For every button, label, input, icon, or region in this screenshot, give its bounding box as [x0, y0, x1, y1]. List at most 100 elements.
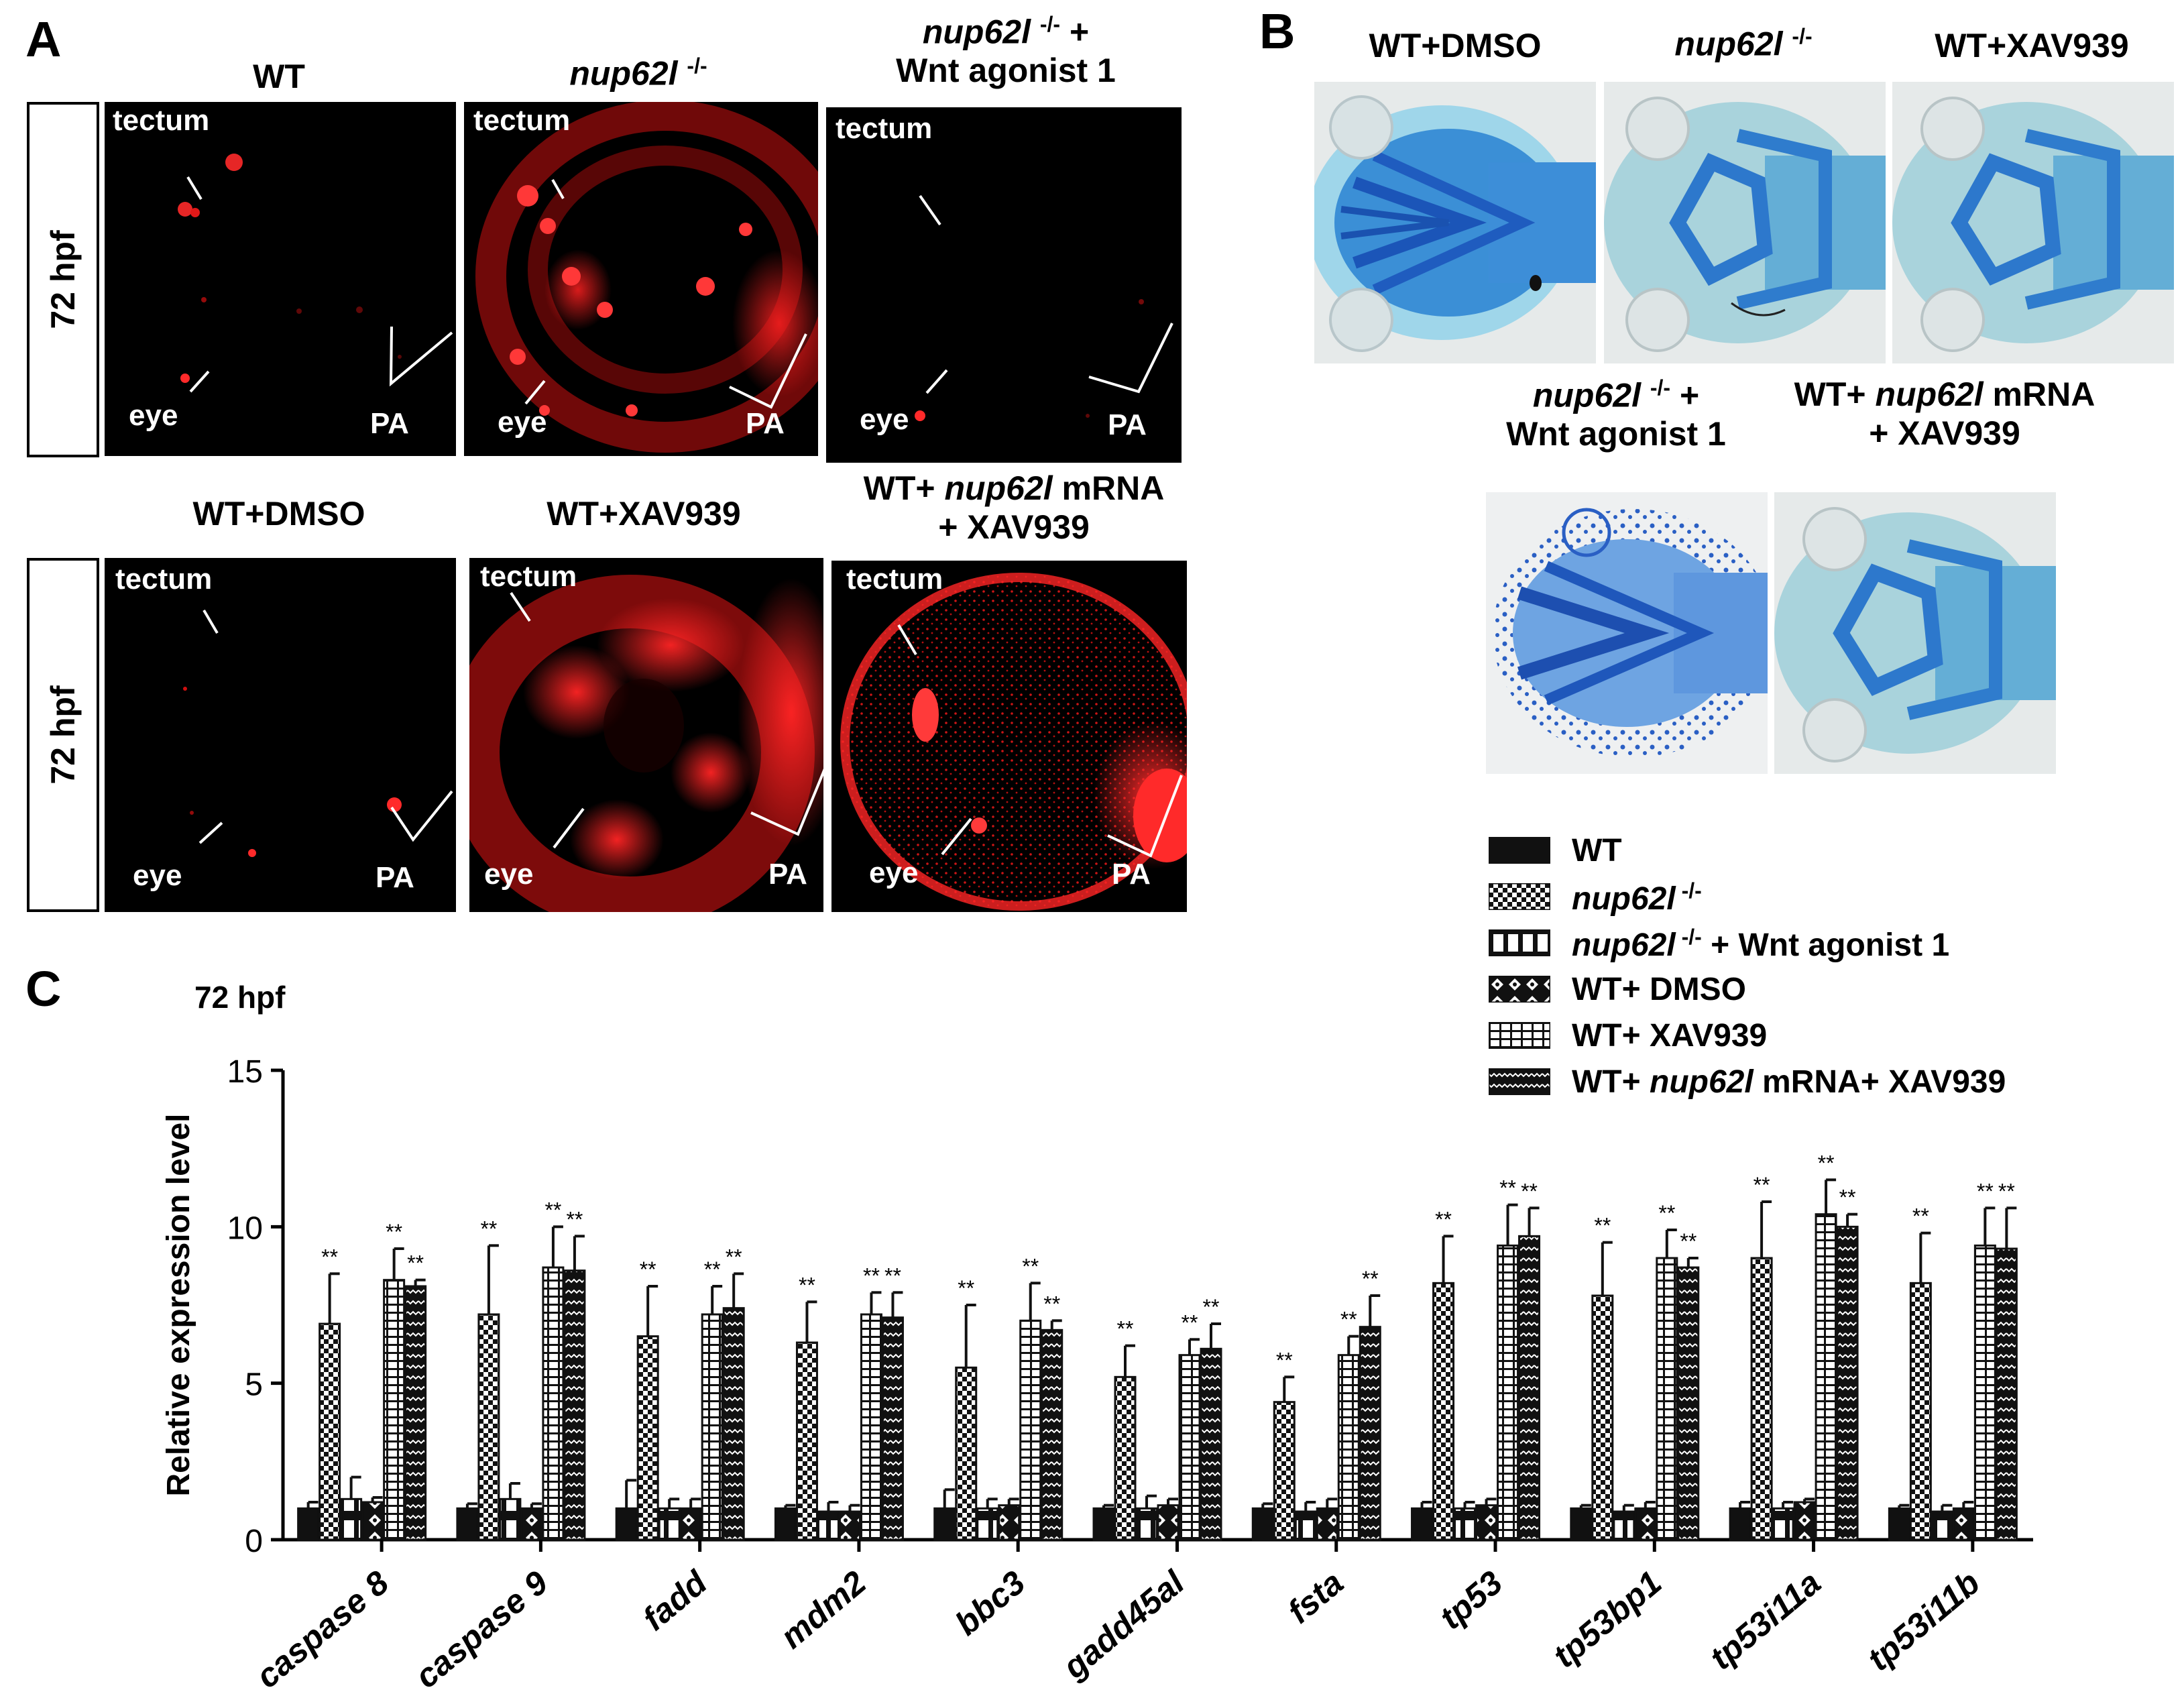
significance-mark: **	[1117, 1317, 1134, 1341]
panel-b-title-mutant-wnt: nup62l -/- + Wnt agonist 1	[1506, 376, 1726, 453]
bar	[615, 1507, 638, 1541]
bar	[679, 1507, 702, 1541]
legend-swatch	[1489, 976, 1550, 1003]
legend-swatch	[1489, 837, 1550, 864]
bar	[1411, 1507, 1434, 1541]
legend-label: nup62l -/- + Wnt agonist 1	[1572, 925, 1950, 963]
significance-mark: **	[1182, 1310, 1198, 1335]
x-tick-label: caspase 8	[249, 1563, 396, 1695]
bar	[1200, 1347, 1222, 1541]
x-tick-label: gadd45al	[1055, 1563, 1192, 1687]
bar	[722, 1307, 745, 1541]
y-tick-label: 15	[227, 1054, 263, 1090]
x-tick-label: tp53bp1	[1546, 1564, 1669, 1675]
bar	[1294, 1510, 1317, 1541]
significance-mark: **	[1658, 1201, 1675, 1225]
label-pa: PA	[768, 858, 807, 891]
fluor-image-rescue: tectum eye PA	[831, 561, 1187, 912]
significance-mark: **	[480, 1216, 497, 1241]
panel-a-title-mutant: nup62l -/-	[569, 54, 707, 93]
panel-b-title-wt-xav: WT+XAV939	[1935, 27, 2129, 64]
significance-mark: **	[1818, 1151, 1835, 1175]
panel-label-c: C	[25, 961, 62, 1017]
bar	[1772, 1507, 1794, 1541]
alcian-image-wt-xav	[1892, 82, 2174, 363]
significance-mark: **	[1499, 1176, 1516, 1200]
legend-label: WT+ XAV939	[1572, 1018, 1768, 1054]
bar	[658, 1507, 681, 1541]
x-tick-label: tp53i11b	[1860, 1564, 1987, 1679]
significance-mark: **	[726, 1245, 742, 1269]
significance-mark: **	[958, 1276, 974, 1300]
label-pa: PA	[376, 861, 414, 894]
significance-mark: **	[1340, 1308, 1357, 1332]
bar	[1251, 1507, 1274, 1541]
bar	[456, 1507, 479, 1541]
legend-label: WT+ DMSO	[1572, 972, 1746, 1007]
legend-swatch	[1489, 929, 1550, 956]
panel-b-title-rescue: WT+ nup62l mRNA + XAV939	[1794, 376, 2095, 452]
bar	[701, 1313, 724, 1541]
bar	[1157, 1504, 1180, 1541]
chart-title: 72 hpf	[194, 980, 286, 1015]
x-tick-label: fadd	[636, 1563, 715, 1638]
fluor-image-mutant: tectum eye PA	[464, 102, 818, 456]
bar	[1041, 1328, 1064, 1541]
label-pa: PA	[1108, 408, 1147, 441]
label-eye: eye	[484, 858, 534, 891]
bar	[542, 1266, 565, 1541]
bar	[1475, 1504, 1498, 1541]
bar	[1995, 1247, 2018, 1541]
bar	[774, 1507, 797, 1541]
bar	[881, 1316, 904, 1541]
bar	[1952, 1507, 1975, 1541]
panel-b-title-wt-dmso: WT+DMSO	[1369, 27, 1542, 64]
bar	[860, 1313, 882, 1541]
significance-mark: **	[407, 1251, 424, 1275]
significance-mark: **	[1276, 1348, 1293, 1372]
bar	[1359, 1326, 1381, 1541]
significance-mark: **	[863, 1263, 880, 1288]
bar	[1591, 1294, 1614, 1541]
bar	[1613, 1510, 1635, 1541]
bar	[1677, 1266, 1700, 1541]
bar	[404, 1285, 427, 1541]
legend-label: WT+ nup62l mRNA+ XAV939	[1572, 1064, 2006, 1100]
significance-mark: **	[1043, 1292, 1060, 1316]
legend-label: WT	[1572, 833, 1622, 868]
bar	[520, 1507, 543, 1541]
bar	[319, 1322, 341, 1541]
bar	[1337, 1354, 1360, 1541]
panel-b-title-mutant: nup62l -/-	[1674, 24, 1813, 63]
significance-mark: **	[1203, 1295, 1220, 1319]
significance-mark: **	[1521, 1179, 1538, 1203]
legend-label: nup62l -/-	[1572, 878, 1702, 917]
bar	[998, 1504, 1021, 1541]
significance-mark: **	[640, 1257, 656, 1282]
panel-a-title-wt-dmso: WT+DMSO	[192, 495, 365, 532]
bar	[1497, 1244, 1519, 1541]
significance-mark: **	[1977, 1179, 1994, 1203]
bar	[477, 1313, 500, 1541]
significance-mark: **	[884, 1263, 901, 1288]
panel-a-title-wt-xav: WT+XAV939	[547, 495, 741, 532]
panel-a-title-wt: WT	[253, 58, 305, 95]
legend-swatch	[1489, 1022, 1550, 1049]
significance-mark: **	[321, 1245, 338, 1269]
significance-mark: **	[1594, 1214, 1611, 1238]
bar	[1432, 1282, 1455, 1541]
legend: WT nup62l -/- nup62l -/- + Wnt agonist 1 WT…	[1489, 832, 2159, 1113]
label-eye: eye	[498, 406, 547, 439]
bar	[1634, 1507, 1657, 1541]
bar	[1909, 1282, 1932, 1541]
label-tectum: tectum	[480, 560, 577, 593]
y-axis-label: Relative expression level	[161, 1114, 196, 1497]
bar	[1836, 1225, 1859, 1541]
y-tick-label: 5	[245, 1367, 263, 1403]
fluor-image-wt-xav: tectum eye PA	[469, 558, 823, 912]
label-eye: eye	[133, 859, 182, 892]
significance-mark: **	[386, 1220, 402, 1244]
bar	[838, 1510, 861, 1541]
row-label-72hpf-2: 72 hpf	[27, 558, 99, 912]
bar	[1973, 1244, 1996, 1541]
